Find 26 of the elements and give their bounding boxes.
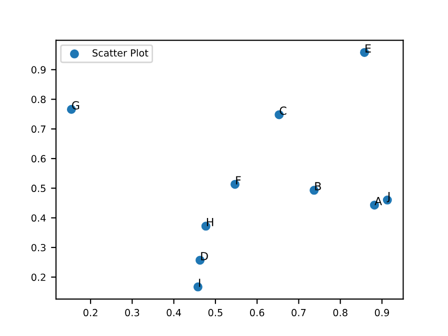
legend-label: Scatter Plot: [92, 49, 148, 57]
x-tick-label: 0.5: [208, 308, 222, 316]
annotation: D: [201, 252, 208, 260]
y-tick-label: 0.9: [31, 66, 46, 74]
annotation: C: [280, 106, 286, 115]
x-tick-label: 0.8: [333, 308, 348, 316]
x-tick-label: 0.9: [374, 308, 390, 316]
annotation: G: [72, 101, 80, 110]
y-tick-label: 0.3: [31, 244, 46, 252]
y-tick-label: 0.4: [31, 214, 46, 222]
annotation: E: [366, 44, 371, 52]
y-tick-label: 0.5: [31, 184, 46, 192]
annotation: H: [206, 218, 214, 226]
x-tick-label: 0.3: [125, 308, 140, 316]
point: [193, 282, 202, 292]
x-tick-label: 0.6: [250, 308, 264, 316]
y-tick-label: 0.8: [31, 96, 46, 104]
y-tick-label: 0.2: [31, 274, 46, 281]
y-tick-label: 0.6: [31, 155, 46, 162]
x-tick-label: 0.2: [83, 308, 98, 316]
annotation: I: [199, 278, 200, 287]
y-tick-label: 0.7: [31, 125, 46, 133]
annotation: B: [315, 182, 321, 190]
x-tick-label: 0.4: [166, 308, 181, 316]
annotation: A: [374, 196, 382, 206]
x-tick-label: 0.7: [292, 308, 306, 316]
